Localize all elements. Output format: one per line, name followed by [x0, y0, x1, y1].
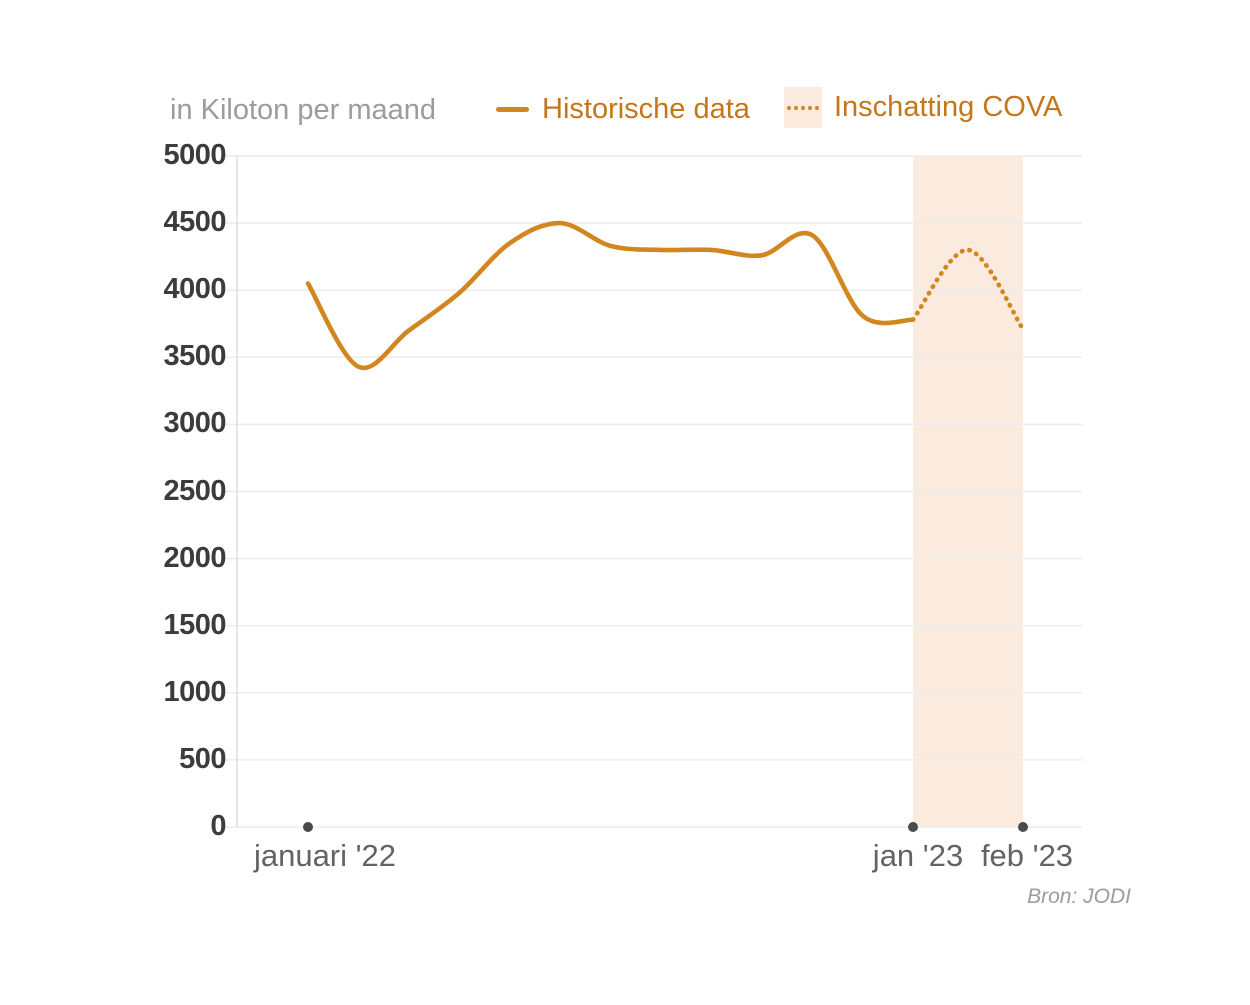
- x-axis-labels: januari '22 jan '23 feb '23: [0, 838, 1250, 880]
- y-tick-label: 5000: [163, 138, 226, 171]
- y-tick-label: 3500: [163, 340, 226, 373]
- x-tick-label-feb23: feb '23: [980, 838, 1074, 873]
- y-tick-label: 1500: [163, 608, 226, 641]
- y-tick-label: 500: [179, 742, 226, 775]
- x-tick-label-jan23: jan '23: [872, 838, 964, 873]
- chart-title: in Kiloton per maand: [170, 94, 436, 126]
- x-tick-dot: [1018, 822, 1028, 832]
- y-tick-label: 4000: [163, 273, 226, 306]
- legend-item-historical: Historische data: [496, 93, 750, 126]
- y-tick-label: 2000: [163, 541, 226, 574]
- x-tick-dot: [908, 822, 918, 832]
- source-note: Bron: JODI: [1027, 885, 1131, 908]
- plot-svg: [225, 155, 1082, 832]
- legend-label-historical: Historische data: [542, 93, 750, 125]
- historical-line: [305, 220, 916, 371]
- legend-item-forecast: Inschatting COVA: [784, 87, 1062, 128]
- x-tick-dot: [303, 822, 313, 832]
- y-tick-label: 1000: [163, 675, 226, 708]
- forecast-band-swatch-icon: [784, 87, 822, 128]
- y-tick-label: 3000: [163, 407, 226, 440]
- solid-line-swatch-icon: [496, 107, 529, 112]
- forecast-line: [910, 247, 1026, 332]
- y-tick-label: 4500: [163, 205, 226, 238]
- legend-label-forecast: Inschatting COVA: [834, 91, 1063, 123]
- y-axis-labels: 0 500 1000 1500 2000 2500 3000 3500 4000 4500 5000: [95, 139, 226, 842]
- x-tick-label-jan22: januari '22: [253, 838, 397, 873]
- plot-area: [225, 155, 1082, 832]
- y-tick-label: 2500: [163, 474, 226, 507]
- y-tick-label: 0: [210, 809, 226, 842]
- dotted-line-icon: [787, 105, 819, 110]
